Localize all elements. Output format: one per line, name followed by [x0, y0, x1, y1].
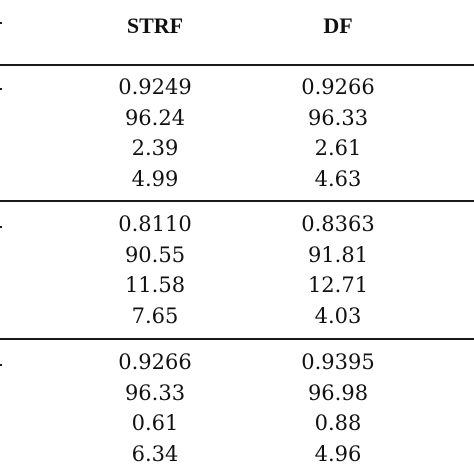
- table-cell: 0.8363: [301, 212, 375, 236]
- table-cell: 0.88: [314, 411, 362, 435]
- table-cell: 2.39: [131, 136, 179, 160]
- table-cell: 7.65: [131, 303, 179, 328]
- group-divider: [0, 200, 474, 202]
- table-cell: 96.24: [124, 105, 186, 130]
- column-header-df: DF: [323, 13, 353, 38]
- header-rule: [0, 64, 474, 66]
- table-cell: 2.61: [314, 136, 362, 160]
- group-divider: [0, 338, 474, 340]
- table-cell: 12.71: [307, 273, 369, 297]
- group-1-strf-column: 0.9249 96.24 2.39 4.99: [95, 72, 215, 194]
- table-cell: 96.33: [124, 380, 186, 405]
- table-cell: 96.33: [307, 105, 369, 130]
- table-cell: 96.98: [307, 380, 369, 405]
- group-3-strf-column: 0.9266 96.33 0.61 6.34: [95, 347, 215, 469]
- table-cell: 0.9395: [301, 350, 375, 374]
- group-1-df-column: 0.9266 96.33 2.61 4.63: [278, 72, 398, 194]
- group-2-strf-column: 0.8110 90.55 11.58 7.65: [95, 209, 215, 331]
- table-cell: 0.9266: [118, 350, 192, 374]
- row-label-edge: [0, 226, 2, 228]
- column-header-strf: STRF: [126, 13, 184, 38]
- table-cell: 6.34: [131, 441, 179, 466]
- table-cell: 91.81: [307, 242, 369, 267]
- row-label-edge: [0, 364, 2, 366]
- table-cell: 0.9249: [118, 75, 192, 99]
- row-label-edge: [0, 22, 2, 24]
- group-3-df-column: 0.9395 96.98 0.88 4.96: [278, 347, 398, 469]
- table-cell: 4.03: [314, 303, 362, 328]
- table-cell: 4.99: [131, 166, 179, 191]
- table-cell: 90.55: [124, 242, 186, 267]
- table-cell: 4.96: [314, 441, 362, 466]
- group-2-df-column: 0.8363 91.81 12.71 4.03: [278, 209, 398, 331]
- table-cell: 0.9266: [301, 75, 375, 99]
- table-cell: 4.63: [314, 166, 362, 191]
- table-cell: 0.61: [131, 411, 179, 435]
- table-cell: 0.8110: [118, 212, 192, 236]
- row-label-edge: [0, 88, 2, 90]
- table-cell: 11.58: [124, 273, 186, 297]
